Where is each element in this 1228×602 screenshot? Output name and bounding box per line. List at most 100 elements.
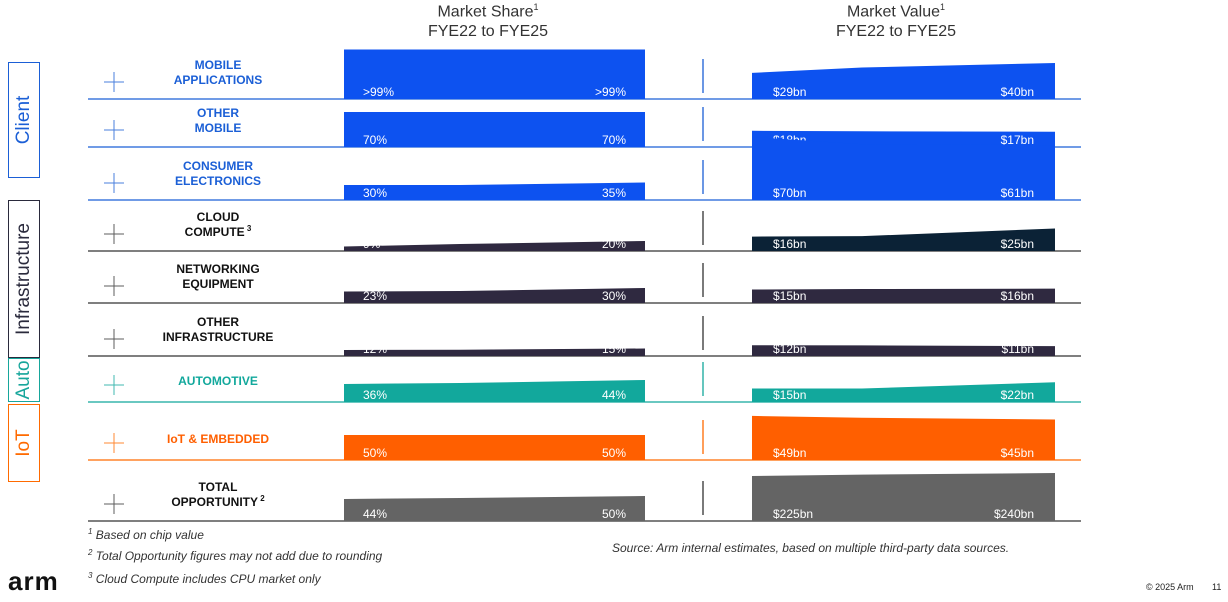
market-value-title: Market Value <box>846 3 941 21</box>
row-3-share-end-label: 35% <box>602 186 626 200</box>
row-1-share-area <box>344 49 645 99</box>
row-8-crosshair-icon <box>104 433 124 453</box>
row-5-share-end-label: 30% <box>602 289 626 303</box>
row-1-value-area <box>752 63 1055 99</box>
row-1-label-line-2: APPLICATIONS <box>174 73 262 87</box>
row-9-value-start-label: $225bn <box>773 507 813 521</box>
market-share-header: Market Share1 FYE22 to FYE25 <box>388 0 588 42</box>
footnote-1-text: Based on chip value <box>95 528 204 542</box>
row-4-label-line-2: COMPUTE 3 <box>185 224 252 239</box>
footnote-3: 3 Cloud Compute includes CPU market only <box>88 571 321 586</box>
row-8-share-end-label: 50% <box>602 446 626 460</box>
row-5-share-start-label: 23% <box>363 289 387 303</box>
row-6-value-end-label: $11bn <box>1002 342 1034 356</box>
footnote-1-sup: 1 <box>88 527 93 536</box>
row-3-label-line-1: CONSUMER <box>183 159 253 173</box>
row-7-share-start-label: 36% <box>363 388 387 402</box>
row-9-label-line-1: TOTAL <box>199 480 238 494</box>
row-4-value-end-label: $25bn <box>1001 237 1034 251</box>
group-client: Client <box>8 62 40 178</box>
footnote-3-sup: 3 <box>88 571 93 580</box>
row-2-label-line-2: MOBILE <box>195 121 242 135</box>
group-auto: Auto <box>8 358 40 402</box>
row-8-value-start-label: $49bn <box>773 446 806 460</box>
footnote-2-text: Total Opportunity figures may not add du… <box>95 549 383 563</box>
row-7-share-end-label: 44% <box>602 388 626 402</box>
row-1-value-start-label: $29bn <box>773 85 806 99</box>
row-5-value-area <box>752 288 1055 303</box>
row-2-share-start-label: 70% <box>363 133 387 147</box>
row-3-value-area <box>752 137 1055 200</box>
row-4-label-line-1: CLOUD <box>197 210 240 224</box>
row-7-value-start-label: $15bn <box>773 388 806 402</box>
copyright: © 2025 Arm <box>1146 582 1194 592</box>
market-value-header: Market Value1 FYE22 to FYE25 <box>796 0 996 42</box>
row-6-value-start-label: $12bn <box>773 342 806 356</box>
row-9-value-end-label: $240bn <box>994 507 1034 521</box>
row-6-share-start-label: 12% <box>363 342 387 356</box>
row-1-value-end-label: $40bn <box>1001 85 1034 99</box>
market-share-period: FYE22 to FYE25 <box>427 23 549 41</box>
row-6-share-area <box>344 348 645 356</box>
group-infrastructure: Infrastructure <box>8 200 40 358</box>
row-7-label-line-1: AUTOMOTIVE <box>178 374 258 388</box>
row-9-share-end-label: 50% <box>602 507 626 521</box>
row-6-share-end-label: 15% <box>602 342 626 356</box>
row-2-crosshair-icon <box>104 120 124 140</box>
row-9-crosshair-icon <box>104 494 124 514</box>
row-1-share-end-label: >99% <box>595 85 626 99</box>
page-number: 11 <box>1212 582 1222 592</box>
row-7-share-area <box>344 380 645 402</box>
market-share-title: Market Share <box>437 3 534 21</box>
row-8-value-area <box>752 415 1055 460</box>
row-1-crosshair-icon <box>104 72 124 92</box>
row-8-share-area <box>344 435 645 460</box>
group-iot: IoT <box>8 404 40 482</box>
row-7-value-end-label: $22bn <box>1001 388 1034 402</box>
row-2-value-end-label: $17bn <box>1001 133 1034 147</box>
market-value-period: FYE22 to FYE25 <box>835 23 957 41</box>
row-9-share-area <box>344 496 645 521</box>
row-3-label-line-2: ELECTRONICS <box>175 174 261 188</box>
row-8-label-line-1: IoT & EMBEDDED <box>167 432 269 446</box>
row-5-label-line-1: NETWORKING <box>176 262 259 276</box>
row-6-value-area <box>752 345 1055 356</box>
row-5-label-line-2: EQUIPMENT <box>182 277 254 291</box>
row-5-value-end-label: $16bn <box>1001 289 1034 303</box>
row-4-share-area <box>344 241 645 251</box>
row-6-label-line-1: OTHER <box>197 315 239 329</box>
market-share-sup: 1 <box>533 2 539 12</box>
row-4-share-start-label: 9% <box>363 237 381 251</box>
arm-logo: arm <box>8 566 59 596</box>
footnote-2-sup: 2 <box>88 548 93 557</box>
row-2-label-line-1: OTHER <box>197 106 239 120</box>
row-3-share-start-label: 30% <box>363 186 387 200</box>
row-8-value-end-label: $45bn <box>1001 446 1034 460</box>
row-8-share-start-label: 50% <box>363 446 387 460</box>
row-9-label-line-2: OPPORTUNITY 2 <box>171 494 265 509</box>
row-4-crosshair-icon <box>104 224 124 244</box>
row-1-label-line-1: MOBILE <box>195 58 242 72</box>
row-5-crosshair-icon <box>104 276 124 296</box>
row-3-value-start-label: $70bn <box>773 186 806 200</box>
row-6-crosshair-icon <box>104 329 124 349</box>
market-value-sup: 1 <box>940 2 946 12</box>
row-3-share-area <box>344 182 645 200</box>
row-9-share-start-label: 44% <box>363 507 387 521</box>
footnote-3-text: Cloud Compute includes CPU market only <box>95 572 321 586</box>
source-note: Source: Arm internal estimates, based on… <box>612 541 1010 555</box>
row-5-value-start-label: $15bn <box>773 289 806 303</box>
footnote-1: 1 Based on chip value <box>88 527 204 542</box>
row-4-value-area <box>752 228 1055 251</box>
row-7-crosshair-icon <box>104 375 124 395</box>
row-4-share-end-label: 20% <box>602 237 626 251</box>
row-1-share-start-label: >99% <box>363 85 394 99</box>
row-3-value-end-label: $61bn <box>1001 186 1034 200</box>
row-9-value-area <box>752 473 1055 521</box>
row-4-value-start-label: $16bn <box>773 237 806 251</box>
row-2-share-end-label: 70% <box>602 133 626 147</box>
footnote-2: 2 Total Opportunity figures may not add … <box>88 548 382 563</box>
row-7-value-area <box>752 382 1055 402</box>
row-6-label-line-2: INFRASTRUCTURE <box>163 330 274 344</box>
